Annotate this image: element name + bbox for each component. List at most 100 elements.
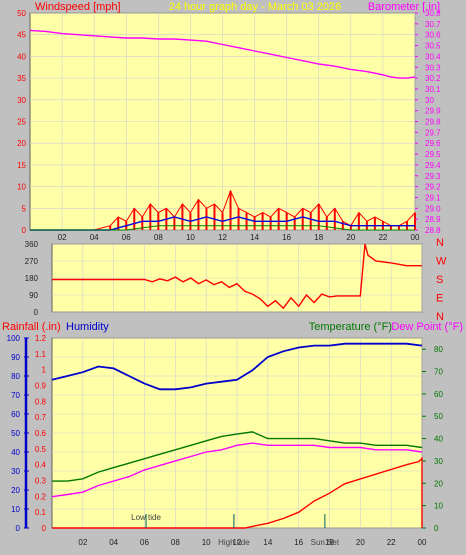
windspeed-tick-label: 35 — [17, 74, 26, 83]
compass-direction-label: N — [436, 311, 444, 323]
humidity-axis-ticks: 0 10 20 30 40 50 60 70 80 90 100 — [7, 334, 29, 533]
temperature-axis-label: Temperature (°F) — [309, 321, 392, 333]
humidity-tick-label: 10 — [11, 505, 20, 514]
rainfall-tick-label: 0.7 — [35, 413, 47, 422]
barometer-tick-label: 29.6 — [425, 139, 441, 148]
hour-tick-label: 12 — [218, 233, 227, 242]
hour-tick-label: 16 — [282, 233, 291, 242]
hour-tick-label: 04 — [90, 233, 99, 242]
hour-tick-label: 20 — [346, 233, 355, 242]
barometer-tick-label: 28.9 — [425, 215, 441, 224]
humidity-tick-label: 90 — [11, 353, 20, 362]
barometer-tick-label: 29.8 — [425, 118, 441, 127]
hour-tick-label: 06 — [122, 233, 131, 242]
direction-degree-label: 360 — [25, 240, 39, 249]
rainfall-tick-label: 1.2 — [35, 334, 47, 343]
wind-direction-series — [52, 243, 422, 310]
barometer-axis-label: Barometer [.in] — [368, 1, 440, 13]
direction-degree-label: 90 — [29, 291, 38, 300]
hour-tick-label: 04 — [109, 538, 118, 547]
barometer-line — [29, 29, 416, 79]
barometer-tick-label: 30.7 — [425, 20, 441, 29]
barometer-tick-label: 30.8 — [425, 9, 441, 18]
wind-avg-line — [30, 216, 415, 231]
temperature-tick-label: 10 — [434, 502, 443, 511]
rainfall-line — [52, 456, 423, 529]
compass-direction-label: E — [436, 293, 443, 305]
barometer-tick-label: 29.9 — [425, 107, 441, 116]
rainfall-tick-label: 0.3 — [35, 477, 47, 486]
rain-humidity-temp-x-ticks: 02 04 06 08 10 12 14 16 18 20 22 00 — [78, 538, 427, 547]
barometer-tick-label: 28.8 — [425, 226, 441, 235]
barometer-tick-label: 29.7 — [425, 128, 441, 137]
temperature-tick-label: 30 — [434, 457, 443, 466]
wind-baro-series — [29, 29, 416, 231]
dewpoint-axis-label: Dew Point (°F) — [391, 321, 463, 333]
humidity-line — [51, 342, 423, 391]
barometer-tick-label: 30.6 — [425, 31, 441, 40]
rainfall-tick-label: 0 — [42, 524, 47, 533]
windspeed-tick-label: 50 — [17, 9, 26, 18]
event-marker-label: Sun Set — [311, 538, 340, 547]
temperature-tick-label: 80 — [434, 345, 443, 354]
temperature-axis-ticks: 0 10 20 30 40 50 60 70 80 — [422, 345, 443, 533]
barometer-tick-label: 29.1 — [425, 193, 441, 202]
hour-tick-label: 14 — [263, 538, 272, 547]
direction-degree-label: 180 — [25, 274, 39, 283]
rainfall-tick-label: 0.4 — [35, 461, 47, 470]
humidity-tick-label: 0 — [16, 524, 21, 533]
direction-degree-label: 0 — [34, 308, 39, 317]
rainfall-axis-label: Rainfall (.in) — [2, 321, 61, 333]
temperature-tick-label: 40 — [434, 435, 443, 444]
hour-tick-label: 14 — [250, 233, 259, 242]
hour-tick-label: 20 — [356, 538, 365, 547]
wind-extra-line — [30, 225, 415, 231]
barometer-axis-ticks: 28.8 28.9 29.0 29.129.2 29.3 29.4 29.5 29.6 29.7… — [415, 9, 441, 235]
rainfall-tick-label: 0.6 — [35, 429, 47, 438]
compass-direction-label: N — [436, 237, 444, 249]
barometer-tick-label: 29.5 — [425, 150, 441, 159]
windspeed-tick-label: 25 — [17, 118, 26, 127]
windspeed-tick-label: 45 — [17, 31, 26, 40]
humidity-tick-label: 40 — [11, 448, 20, 457]
compass-direction-label: W — [436, 256, 447, 268]
hour-tick-label: 02 — [78, 538, 87, 547]
barometer-tick-label: 29.2 — [425, 183, 441, 192]
direction-degree-ticks: 0 90 180 270 360 — [25, 240, 39, 317]
hour-tick-label: 22 — [387, 538, 396, 547]
temperature-tick-label: 60 — [434, 390, 443, 399]
barometer-tick-label: 30.3 — [425, 63, 441, 72]
hour-tick-label: 08 — [171, 538, 180, 547]
rainfall-tick-label: 1.1 — [35, 350, 47, 359]
rainfall-tick-label: 0.9 — [35, 382, 47, 391]
hour-tick-label: 10 — [202, 538, 211, 547]
wind-gust-line — [30, 189, 416, 231]
humidity-axis-label: Humidity — [66, 321, 109, 333]
temperature-tick-label: 70 — [434, 368, 443, 377]
event-marker-label: High tide — [218, 538, 250, 547]
barometer-tick-label: 29.3 — [425, 172, 441, 181]
humidity-tick-label: 20 — [11, 486, 20, 495]
hour-tick-label: 00 — [418, 538, 427, 547]
rainfall-tick-label: 0.5 — [35, 445, 47, 454]
temperature-line — [52, 431, 423, 482]
windspeed-tick-label: 30 — [17, 96, 26, 105]
windspeed-tick-label: 40 — [17, 52, 26, 61]
humidity-tick-label: 80 — [11, 372, 20, 381]
humidity-tick-label: 70 — [11, 391, 20, 400]
windspeed-tick-label: 5 — [22, 204, 27, 213]
hour-tick-label: 18 — [325, 538, 334, 547]
rainfall-tick-label: 0.8 — [35, 397, 47, 406]
humidity-tick-label: 100 — [7, 334, 21, 343]
rainfall-tick-label: 0.1 — [35, 508, 47, 517]
windspeed-axis-label: Windspeed [mph] — [35, 1, 121, 13]
rainfall-tick-label: 0.2 — [35, 492, 47, 501]
temperature-tick-label: 50 — [434, 412, 443, 421]
rainfall-axis-ticks: 0 0.1 0.2 0.3 0.4 0.5 0.6 0.7 0.8 0.9 1 1.1 1.2 — [35, 334, 47, 533]
barometer-tick-label: 30.5 — [425, 42, 441, 51]
windspeed-axis-ticks: 0 5 10 15 20 25 30 35 40 45 50 — [17, 9, 26, 235]
dewpoint-line — [51, 442, 423, 498]
humidity-tick-label: 60 — [11, 410, 20, 419]
